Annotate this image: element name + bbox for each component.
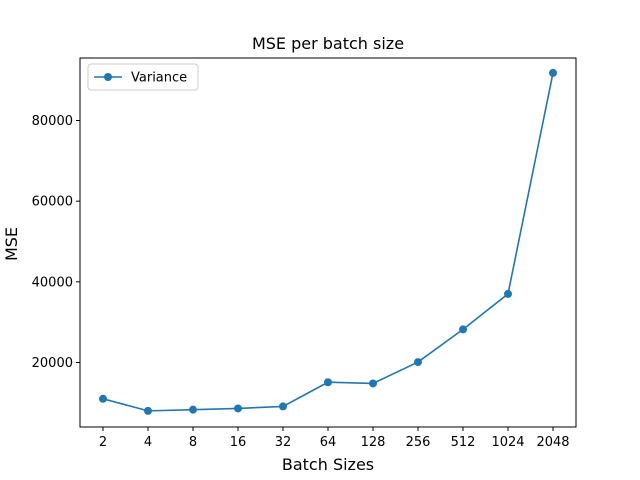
y-tick-label: 40000 <box>32 275 73 290</box>
x-tick-label: 64 <box>320 435 337 450</box>
legend-marker <box>104 73 112 81</box>
chart-title: MSE per batch size <box>252 34 404 53</box>
legend: Variance <box>87 63 199 91</box>
data-point <box>279 402 287 411</box>
x-tick-label: 128 <box>361 435 386 450</box>
x-tick-label: 1024 <box>491 435 524 450</box>
data-point <box>504 289 512 298</box>
data-point <box>144 406 152 415</box>
data-point <box>189 405 197 414</box>
data-point <box>369 379 377 388</box>
x-tick-label: 8 <box>189 435 197 450</box>
data-point <box>324 378 332 387</box>
data-point <box>414 358 422 367</box>
x-tick-label: 2048 <box>536 435 569 450</box>
x-tick-label: 256 <box>406 435 431 450</box>
y-tick-label: 60000 <box>32 195 73 210</box>
data-point <box>99 394 107 403</box>
x-tick-label: 16 <box>230 435 247 450</box>
legend-box <box>87 63 199 91</box>
y-axis-label: MSE <box>2 227 21 261</box>
x-tick-label: 32 <box>275 435 292 450</box>
data-point <box>549 68 557 77</box>
y-tick-label: 20000 <box>32 356 73 371</box>
data-point <box>234 404 242 413</box>
x-tick-label: 512 <box>451 435 476 450</box>
y-tick-label: 80000 <box>32 114 73 129</box>
data-point <box>459 325 467 334</box>
legend-label: Variance <box>131 71 187 86</box>
plot-area: 2 4 8 16 32 64 128 256 512 1024 2048 20000 40000 6000… <box>32 57 577 450</box>
x-tick-label: 4 <box>144 435 152 450</box>
x-axis-label: Batch Sizes <box>282 455 374 474</box>
x-tick-label: 2 <box>99 435 107 450</box>
